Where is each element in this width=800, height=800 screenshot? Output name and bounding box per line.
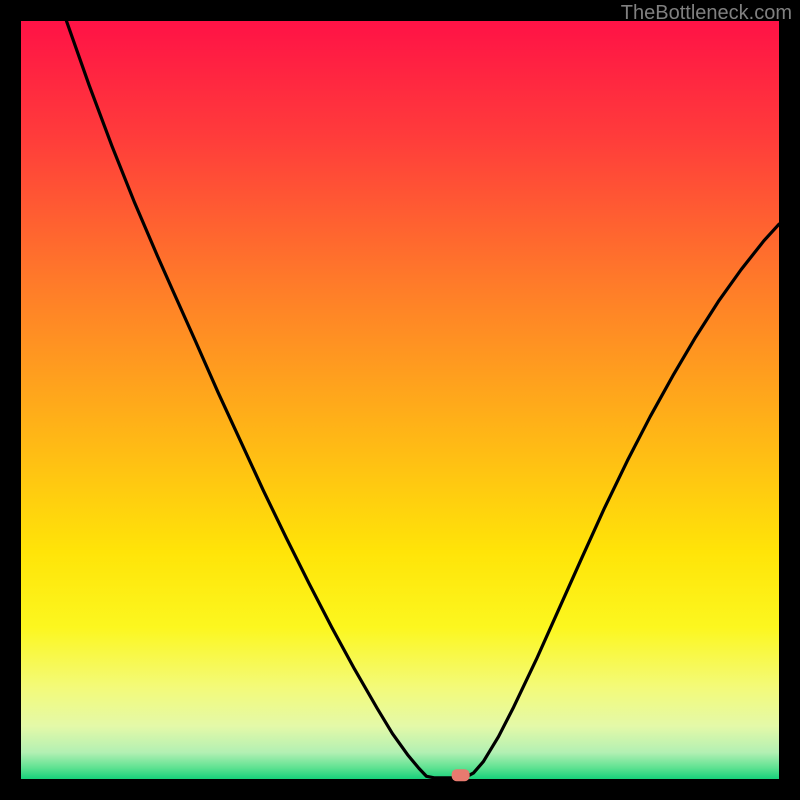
bottleneck-chart <box>0 0 800 800</box>
optimal-marker <box>452 769 470 781</box>
chart-svg <box>0 0 800 800</box>
watermark-text: TheBottleneck.com <box>621 2 792 25</box>
plot-background <box>21 21 779 779</box>
